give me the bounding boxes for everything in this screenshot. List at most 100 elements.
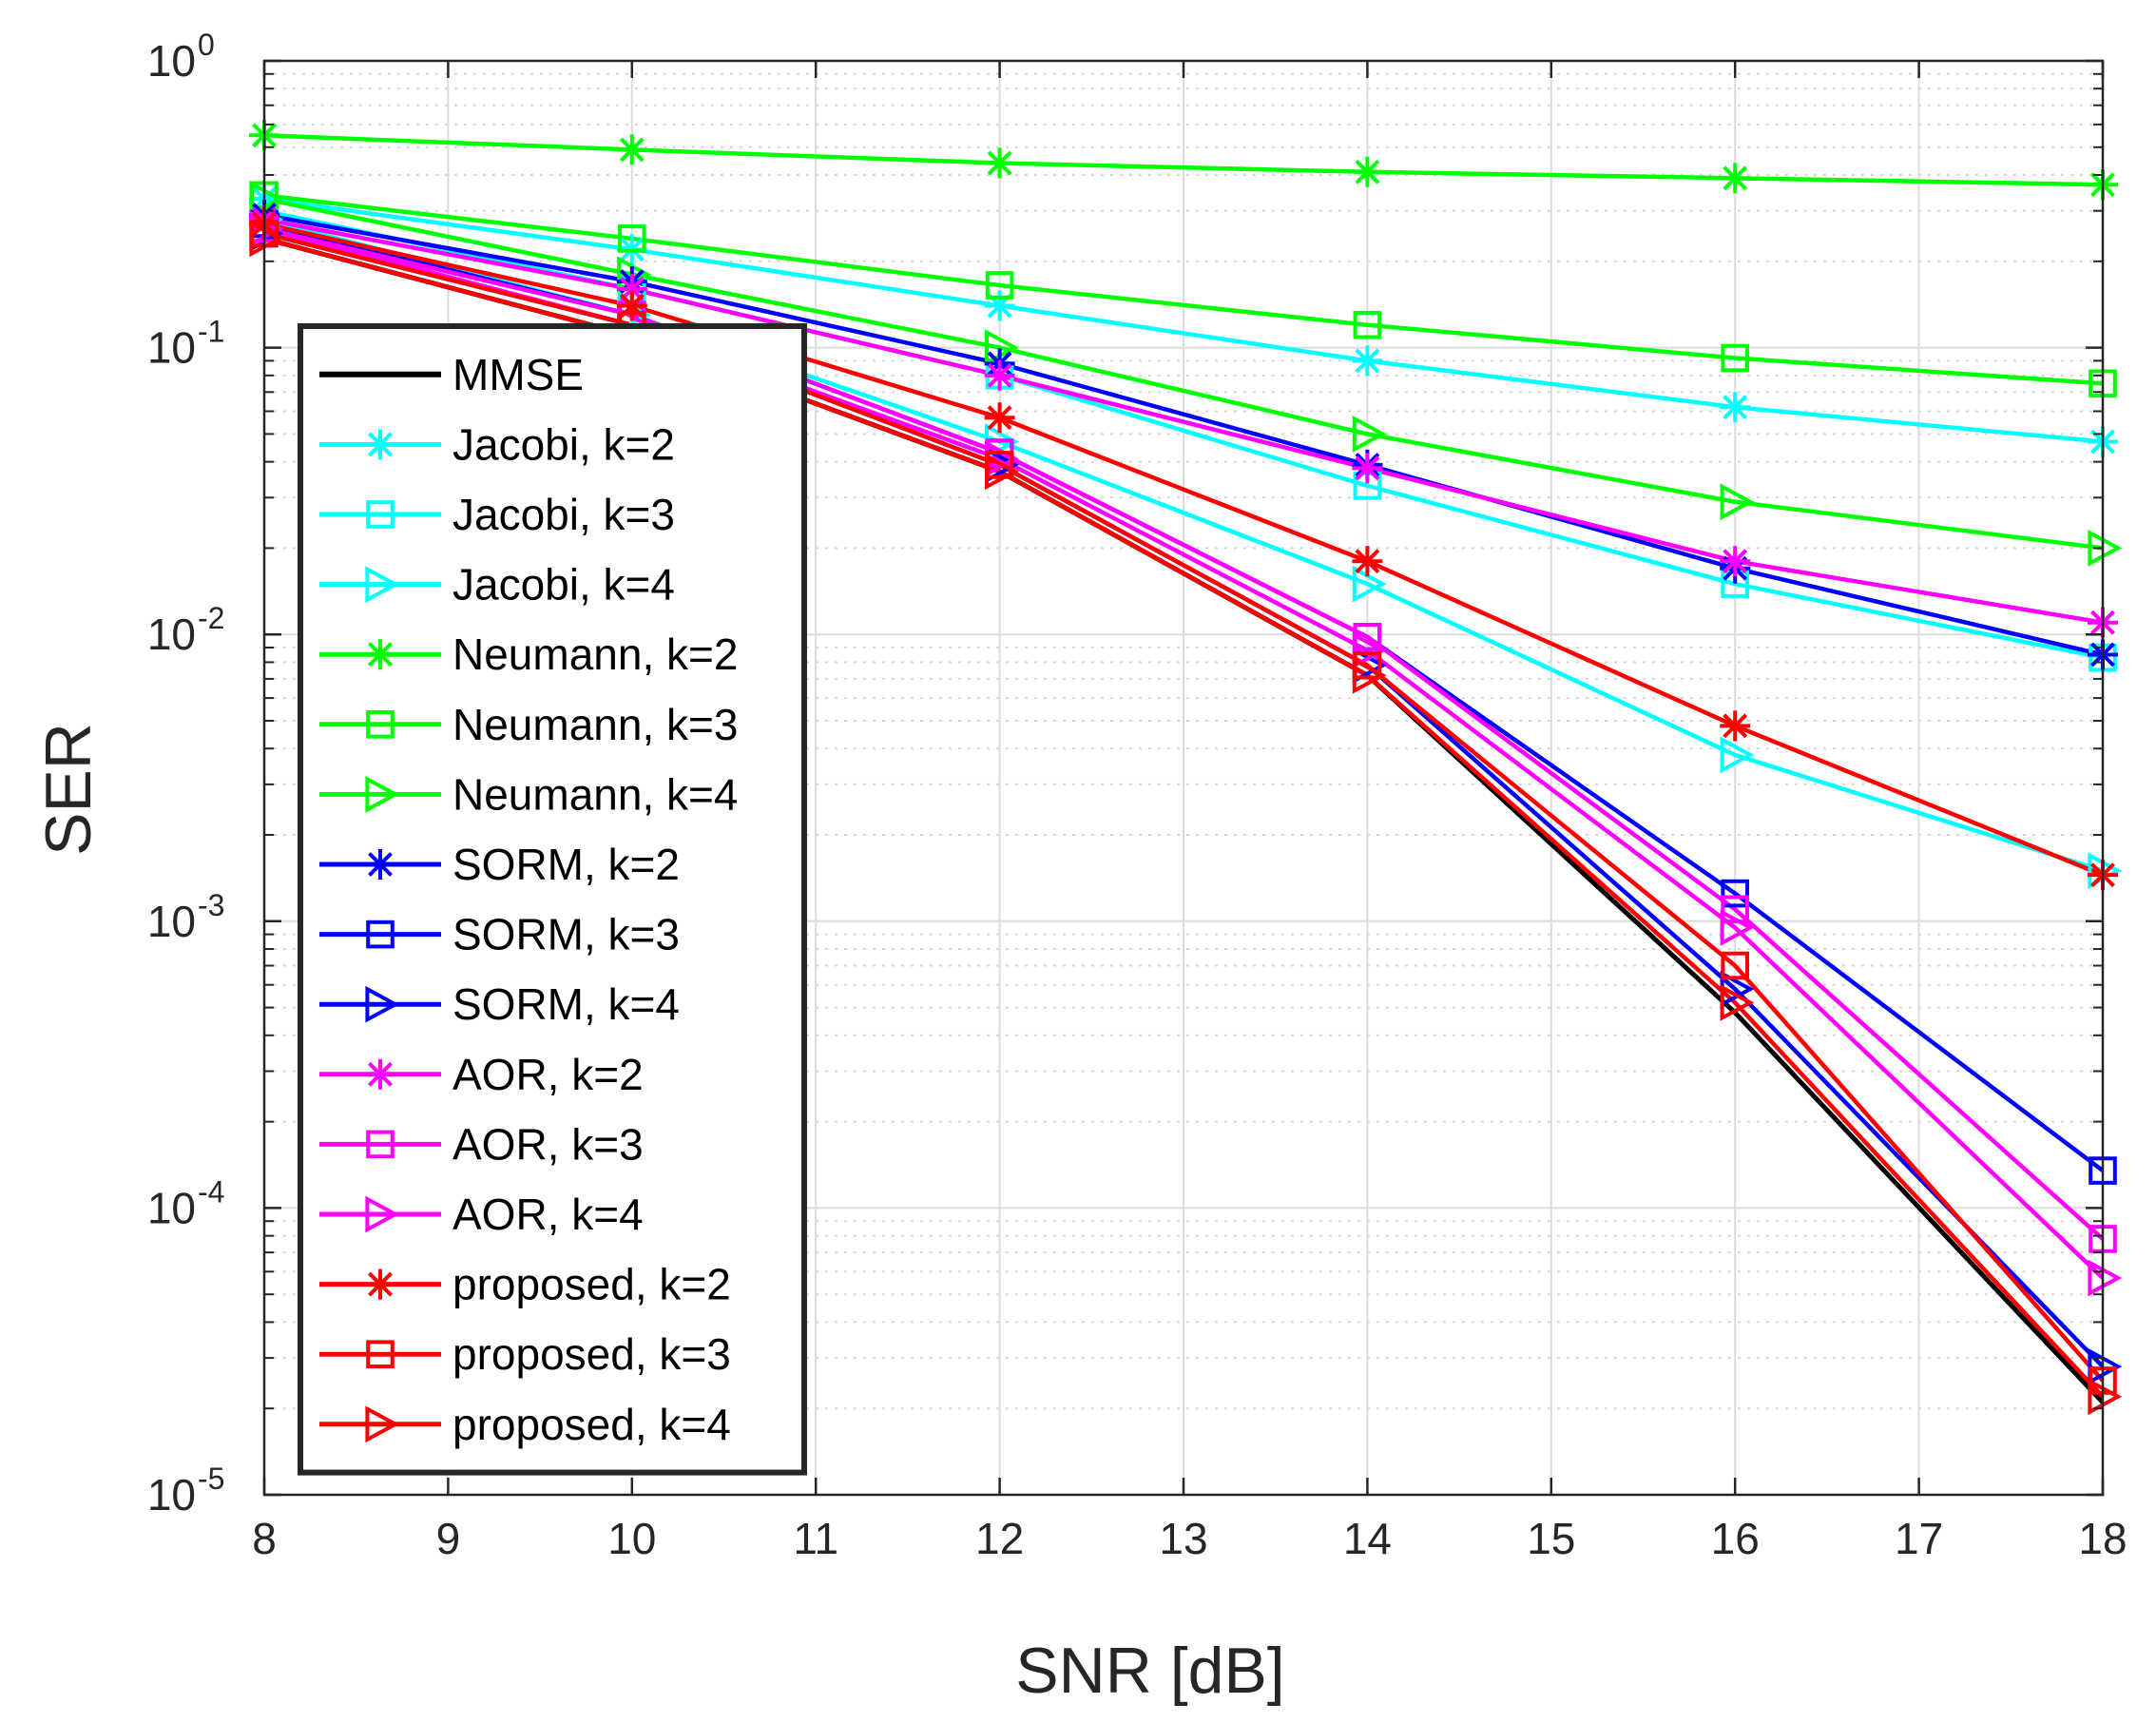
series-group xyxy=(264,133,2103,1404)
legend-label: Neumann, k=2 xyxy=(452,629,738,679)
legend-item: SORM, k=3 xyxy=(319,910,680,959)
legend-item: AOR, k=3 xyxy=(319,1119,644,1169)
legend-label: proposed, k=3 xyxy=(452,1329,731,1379)
y-tick-label: 10 -1 xyxy=(147,315,225,373)
marker-star-stroke xyxy=(1355,348,1380,374)
marker-triangle-right xyxy=(985,453,1019,491)
legend-item: SORM, k=4 xyxy=(319,979,680,1029)
marker-square xyxy=(985,271,1014,300)
x-tick-label: 15 xyxy=(1527,1514,1575,1563)
y-tick-label-base: 10 xyxy=(147,1183,196,1232)
marker-star-stroke xyxy=(1723,165,1748,191)
x-axis-label: SNR [dB] xyxy=(1015,1635,1284,1707)
y-tick-label-exponent: 0 xyxy=(198,28,215,62)
legend-label: SORM, k=4 xyxy=(452,979,680,1029)
legend-item: MMSE xyxy=(319,350,584,399)
marker-star xyxy=(1720,546,1751,577)
legend-label: Neumann, k=3 xyxy=(452,700,738,749)
legend-label: SORM, k=3 xyxy=(452,910,680,959)
legend-item: Neumann, k=4 xyxy=(319,769,738,819)
legend-label: AOR, k=3 xyxy=(452,1119,644,1169)
marker-triangle-right xyxy=(365,985,400,1023)
y-tick-label-exponent: -5 xyxy=(198,1462,224,1496)
x-tick-label: 8 xyxy=(252,1514,277,1563)
marker-star-stroke xyxy=(1355,549,1380,574)
marker-triangle-right xyxy=(1352,416,1387,453)
y-tick-label: 10 -5 xyxy=(147,1462,225,1520)
legend-label: AOR, k=2 xyxy=(452,1050,644,1099)
marker-triangle-right xyxy=(365,1405,400,1443)
marker-star-stroke xyxy=(368,432,393,457)
y-tick-label-base: 10 xyxy=(147,1470,196,1520)
series-line-11 xyxy=(264,226,2103,1241)
x-tick-label: 18 xyxy=(2078,1514,2127,1563)
legend-label: proposed, k=2 xyxy=(452,1260,731,1309)
y-tick-label: 10 -2 xyxy=(147,601,225,659)
marker-star xyxy=(1352,546,1383,577)
legend-item: Jacobi, k=4 xyxy=(319,560,675,610)
marker-star xyxy=(984,359,1015,391)
legend-label: Jacobi, k=2 xyxy=(452,419,675,469)
marker-star-stroke xyxy=(368,852,393,877)
marker-square xyxy=(1721,879,1750,908)
marker-triangle-right xyxy=(1720,909,1755,946)
legend-item: Neumann, k=3 xyxy=(319,700,738,749)
marker-star-stroke xyxy=(619,137,645,163)
legend-label: MMSE xyxy=(452,350,584,399)
y-axis-label: SER xyxy=(32,723,105,856)
legend-label: AOR, k=4 xyxy=(452,1190,644,1239)
marker-star xyxy=(365,429,395,460)
x-tick-label: 10 xyxy=(607,1514,656,1563)
marker-square xyxy=(366,1340,395,1369)
marker-star xyxy=(365,1058,395,1090)
legend-label: proposed, k=4 xyxy=(452,1400,731,1449)
series-line-15 xyxy=(264,236,2103,1399)
legend-item: AOR, k=4 xyxy=(319,1190,644,1239)
series-line-5 xyxy=(264,193,2103,386)
marker-triangle-right xyxy=(365,566,400,603)
marker-square xyxy=(1721,343,1750,373)
marker-star xyxy=(1720,392,1751,423)
series-line-14 xyxy=(264,231,2103,1383)
marker-triangle-right xyxy=(1720,736,1755,774)
series-line-1 xyxy=(264,196,2103,444)
marker-star-stroke xyxy=(1355,159,1380,184)
marker-star xyxy=(1720,163,1751,194)
legend-item: SORM, k=2 xyxy=(319,840,680,889)
marker-triangle-right xyxy=(1720,483,1755,521)
y-tick-label: 10 -3 xyxy=(147,888,225,946)
marker-star xyxy=(616,134,647,165)
marker-square xyxy=(366,1130,395,1159)
marker-triangle-right xyxy=(1352,656,1387,694)
x-tick-label: 17 xyxy=(1895,1514,1943,1563)
y-tick-label-base: 10 xyxy=(147,897,196,946)
legend-label: SORM, k=2 xyxy=(452,840,680,889)
marker-star-stroke xyxy=(368,1271,393,1297)
y-tick-label-exponent: -1 xyxy=(198,315,224,349)
x-tick-label: 9 xyxy=(436,1514,461,1563)
marker-star xyxy=(1720,710,1751,742)
marker-star xyxy=(1352,453,1383,484)
legend-item: Jacobi, k=2 xyxy=(319,419,675,469)
legend-item: Jacobi, k=3 xyxy=(319,490,675,539)
y-tick-label: 10 0 xyxy=(147,28,215,86)
marker-square xyxy=(618,224,646,253)
legend-label: Neumann, k=4 xyxy=(452,769,738,819)
marker-square xyxy=(1721,951,1750,980)
marker-star xyxy=(365,639,395,670)
marker-star xyxy=(984,147,1015,179)
legend: MMSE Jacobi, k=2 Jacobi, k=3 Jacobi, k=4 Neu… xyxy=(298,323,807,1476)
legend-item: Neumann, k=2 xyxy=(319,629,738,679)
y-tick-label-base: 10 xyxy=(147,610,196,659)
marker-star xyxy=(1352,156,1383,187)
marker-star-stroke xyxy=(987,150,1012,176)
marker-star-stroke xyxy=(1723,713,1748,739)
marker-star xyxy=(984,402,1015,434)
legend-label: Jacobi, k=4 xyxy=(452,560,675,610)
series-line-6 xyxy=(264,197,2103,551)
marker-square xyxy=(366,710,395,739)
x-tick-label: 12 xyxy=(975,1514,1024,1563)
legend-item: proposed, k=3 xyxy=(319,1329,731,1379)
